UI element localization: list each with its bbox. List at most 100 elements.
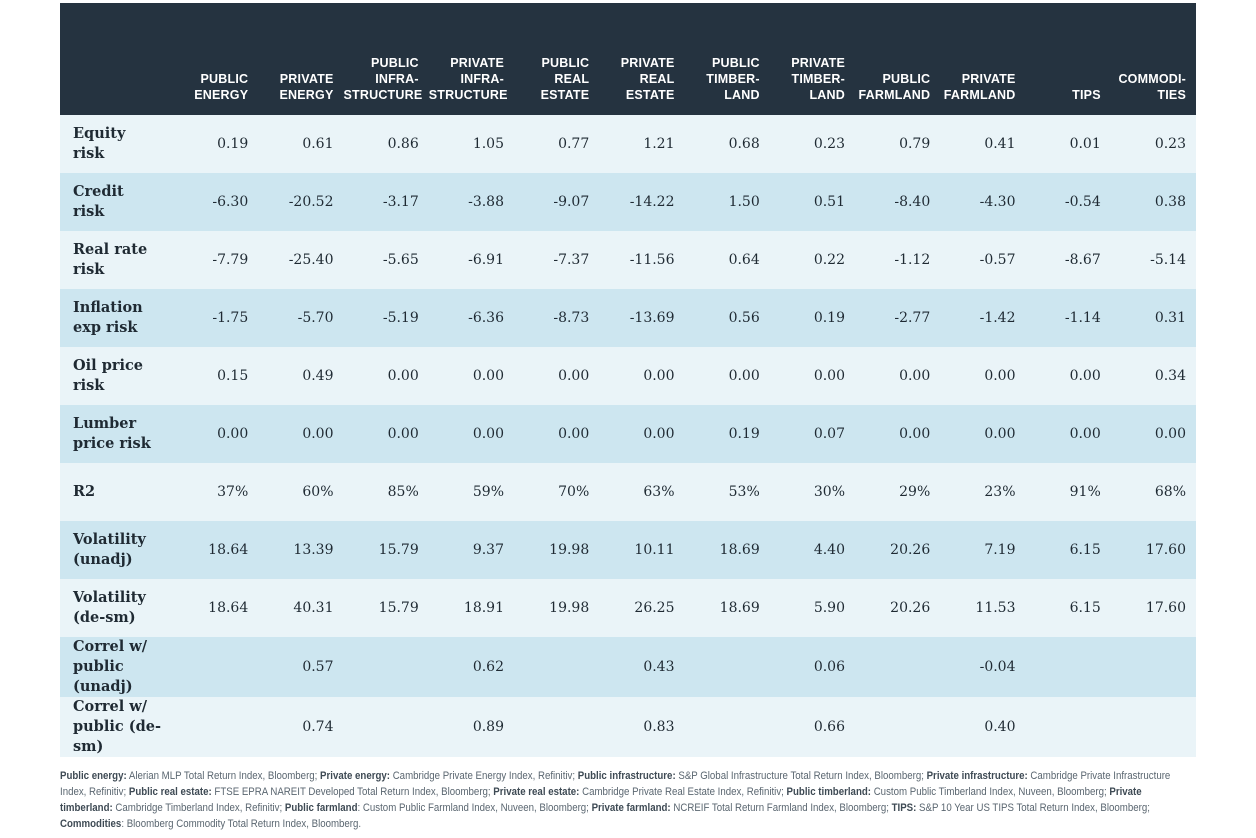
table-cell: 18.64 [173,579,259,637]
table-cell: 0.00 [684,347,770,405]
table-cell: 0.64 [684,231,770,289]
column-header-line: PRIVATE [620,56,675,70]
table-cell: -9.07 [514,173,600,231]
table-cell: 0.86 [343,115,429,173]
table-header-row: PUBLIC ENERGY PRIVATE ENERGY PUBLIC INFRA- STR… [60,3,1196,115]
column-header-line: PRIVATE [279,72,334,86]
table-cell [684,697,770,757]
table-cell: 91% [1025,463,1111,521]
column-header: PRIVATE REAL ESTATE [599,3,685,115]
table-cell: -1.42 [940,289,1026,347]
table-cell: -20.52 [258,173,344,231]
table-cell: 0.00 [769,347,855,405]
column-header-line: PRIVATE [450,56,504,70]
table-cell: 0.00 [258,405,344,463]
row-label-line: Volatility [73,531,146,548]
column-header: PUBLIC FARMLAND [855,3,941,115]
table-cell: -5.65 [343,231,429,289]
table-row: Volatility (unadj) 18.64 13.39 15.79 9.37 19.9… [60,521,1196,579]
table-cell: -14.22 [599,173,685,231]
row-label-line: R2 [73,483,96,500]
column-header-line: TIMBER- [706,72,760,86]
column-header-line: PUBLIC [200,72,249,86]
row-label-line: Oil price [73,357,144,374]
table-cell: 40.31 [258,579,344,637]
column-header: PUBLIC TIMBER- LAND [684,3,770,115]
column-header: PRIVATE TIMBER- LAND [769,3,855,115]
table-cell: -8.73 [514,289,600,347]
table-cell: 0.06 [769,637,855,697]
row-label-line: Volatility [73,589,146,606]
table-cell: 68% [1110,463,1196,521]
column-header-line: ENERGY [194,88,249,102]
footnote-source-text: Custom Public Timberland Index, Nuveen, … [871,786,1110,798]
column-header-line: FARMLAND [858,88,931,102]
column-header-line: REAL [554,72,590,86]
column-header-line: ESTATE [625,88,675,102]
row-label: Credit risk [60,173,173,231]
table-cell: 18.64 [173,521,259,579]
table-cell: -0.57 [940,231,1026,289]
table-cell: 18.91 [428,579,514,637]
table-row: Volatility (de-sm) 18.64 40.31 15.79 18.91 19.… [60,579,1196,637]
table-row: R2 37% 60% 85% 59% 70% 63% 53% 30% 29% 23% 91% 68% [60,463,1196,521]
table-cell: 1.50 [684,173,770,231]
row-label: Correl w/public (de-sm) [60,697,173,757]
column-header-line: COMMODI- [1118,72,1186,86]
table-cell [855,637,941,697]
table-cell: 6.15 [1025,521,1111,579]
table-cell [1025,637,1111,697]
table-cell: 19.98 [514,521,600,579]
footnote-series-name: Public energy: [60,770,127,782]
table-cell: 30% [769,463,855,521]
table-cell: -7.79 [173,231,259,289]
footnote-series-name: Public real estate: [128,786,212,798]
table-cell: -1.14 [1025,289,1111,347]
table-cell: 0.23 [769,115,855,173]
table-cell: 0.00 [599,405,685,463]
table-cell: 0.00 [599,347,685,405]
table-cell: 11.53 [940,579,1026,637]
column-header-line: PUBLIC [541,56,590,70]
table-cell: 59% [428,463,514,521]
table-cell: 0.34 [1110,347,1196,405]
footnote-source-text: Alerian MLP Total Return Index, Bloomber… [126,770,321,782]
table-cell: -6.30 [173,173,259,231]
footnote-source-text: NCREIF Total Return Farmland Index, Bloo… [670,802,892,814]
footnote-series-name: Private energy: [320,770,390,782]
footnote-series-name: Private real estate: [493,786,580,798]
table-cell: -5.14 [1110,231,1196,289]
table-cell [343,637,429,697]
table-cell: -8.67 [1025,231,1111,289]
column-header: PUBLIC ENERGY [173,3,259,115]
table-cell: 0.74 [258,697,344,757]
column-header-line: FARMLAND [943,88,1016,102]
row-label-line: Inflation [73,299,143,316]
table-cell: 0.00 [428,347,514,405]
row-label-line: (unadj) [73,551,133,568]
table-cell [173,637,259,697]
column-header-line: LAND [724,88,760,102]
column-header: COMMODI- TIES [1110,3,1196,115]
footnote-source-text: FTSE EPRA NAREIT Developed Total Return … [211,786,494,798]
table-cell: 15.79 [343,521,429,579]
table-cell: 0.00 [173,405,259,463]
table-cell: 1.21 [599,115,685,173]
table-cell: 0.00 [855,347,941,405]
footnote-series-name: Public farmland [284,802,358,814]
table-cell: 0.07 [769,405,855,463]
table-cell [514,697,600,757]
row-label: Equity risk [60,115,173,173]
table-cell: 0.31 [1110,289,1196,347]
table-cell: -2.77 [855,289,941,347]
table-cell: 17.60 [1110,579,1196,637]
table-cell: -0.04 [940,637,1026,697]
footnote-source-text: Cambridge Private Real Estate Index, Ref… [579,786,787,798]
table-cell: 17.60 [1110,521,1196,579]
table-cell: 0.01 [1025,115,1111,173]
table-cell: -1.75 [173,289,259,347]
column-header: PUBLIC REAL ESTATE [514,3,600,115]
table-cell: -11.56 [599,231,685,289]
table-cell: -1.12 [855,231,941,289]
table-cell: 1.05 [428,115,514,173]
